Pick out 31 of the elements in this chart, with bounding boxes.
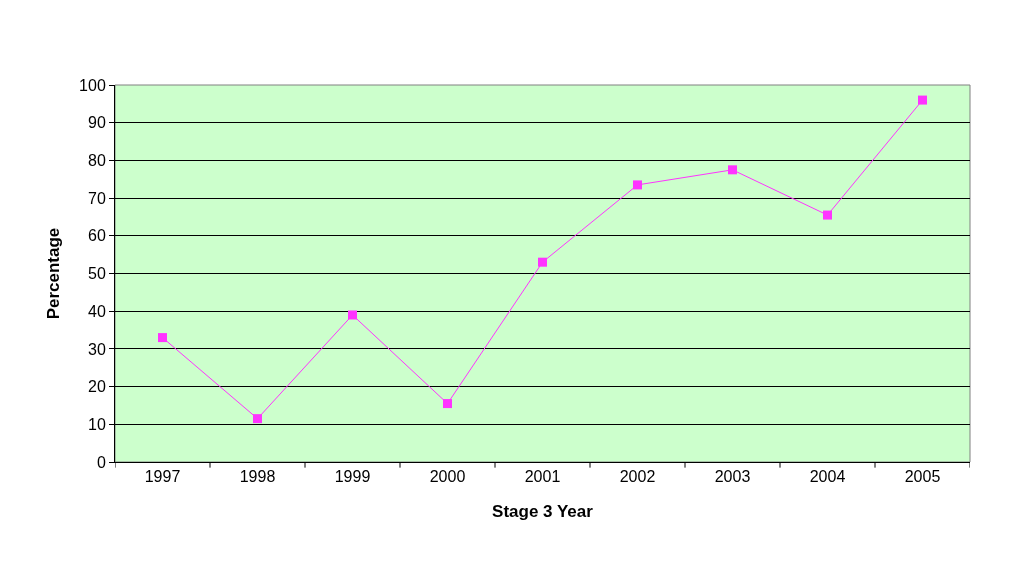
x-tick-label: 1999 <box>334 468 371 486</box>
y-tick-label: 70 <box>88 189 106 207</box>
y-tick-label: 10 <box>88 415 106 433</box>
point <box>348 310 357 320</box>
point <box>158 333 167 343</box>
x-tick-label: 1997 <box>144 468 181 486</box>
point <box>538 257 547 267</box>
x-axis-title: Stage 3 Year <box>492 501 594 521</box>
x-tick-label: 2002 <box>619 468 656 486</box>
y-tick-label: 0 <box>96 453 106 471</box>
y-tick-label: 50 <box>88 265 106 283</box>
point <box>633 180 642 190</box>
y-tick-label: 30 <box>88 340 106 358</box>
y-tick-label: 100 <box>79 76 106 94</box>
y-tick-label: 80 <box>88 152 106 169</box>
x-tick-label: 1998 <box>239 468 276 486</box>
y-tick-label: 90 <box>88 114 106 132</box>
x-tick-label: 2005 <box>904 468 941 486</box>
point <box>728 165 737 175</box>
y-tick-label: 60 <box>88 227 106 245</box>
x-tick-label: 2003 <box>714 468 751 486</box>
y-tick-label: 20 <box>88 378 106 396</box>
x-tick-label: 2000 <box>429 468 466 486</box>
point <box>918 95 927 105</box>
x-tick-label: 2004 <box>809 468 846 486</box>
point <box>443 399 452 409</box>
point <box>253 414 262 424</box>
x-tick-label: 2001 <box>524 468 561 486</box>
y-axis-title: Percentage <box>43 227 63 320</box>
y-tick-label: 40 <box>88 302 106 320</box>
point <box>823 210 832 220</box>
